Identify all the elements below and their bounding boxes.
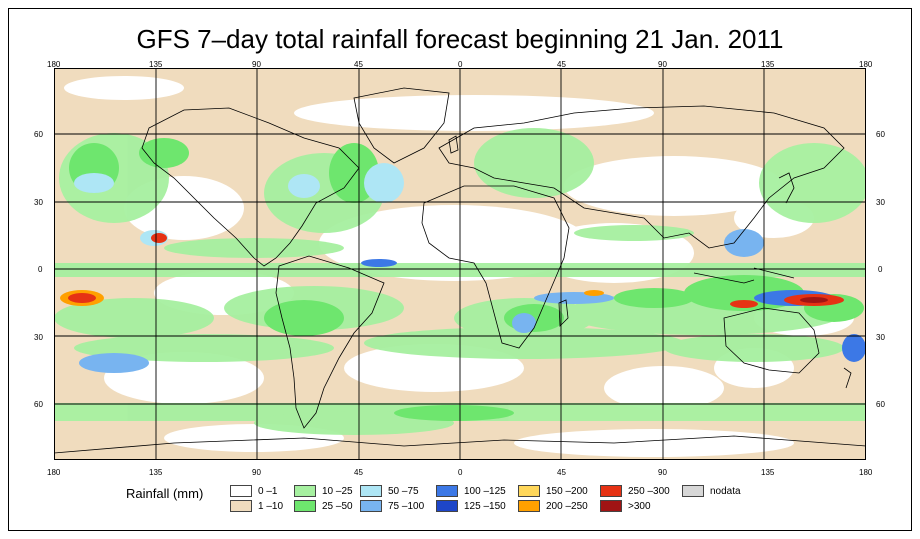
lon-label-top: 180 (859, 60, 873, 69)
lon-label-bottom: 90 (658, 468, 667, 477)
lat-label-right: 60 (876, 400, 885, 409)
legend-label-6: 100 –125 (464, 486, 506, 497)
legend-label-8: 150 –200 (546, 486, 588, 497)
legend-swatch-5 (360, 500, 382, 512)
lat-label-left: 30 (34, 198, 43, 207)
lat-label-left: 0 (38, 265, 43, 274)
lon-label-top: 90 (658, 60, 667, 69)
legend-swatch-12 (682, 485, 704, 497)
lon-label-top: 45 (354, 60, 363, 69)
map-title: GFS 7–day total rainfall forecast beginn… (136, 24, 784, 54)
legend-label-3: 25 –50 (322, 501, 353, 512)
lon-label-top: 180 (47, 60, 61, 69)
lat-label-right: 30 (876, 198, 885, 207)
legend-swatch-3 (294, 500, 316, 512)
legend-swatch-6 (436, 485, 458, 497)
lat-label-left: 60 (34, 130, 43, 139)
lon-label-top: 0 (458, 60, 463, 69)
rainfall-map (54, 68, 866, 460)
lon-label-bottom: 180 (47, 468, 61, 477)
lon-label-top: 90 (252, 60, 261, 69)
rainfall-map-canvas (54, 68, 866, 460)
lon-label-bottom: 135 (761, 468, 775, 477)
legend-label-12: nodata (710, 486, 741, 497)
legend-swatch-7 (436, 500, 458, 512)
legend-swatch-0 (230, 485, 252, 497)
legend-swatch-1 (230, 500, 252, 512)
lon-label-bottom: 180 (859, 468, 873, 477)
lat-label-right: 0 (878, 265, 883, 274)
legend-swatch-11 (600, 500, 622, 512)
rain-field-heavy (60, 233, 844, 308)
legend-label-5: 75 –100 (388, 501, 425, 512)
legend-swatch-10 (600, 485, 622, 497)
legend-label-7: 125 –150 (464, 501, 506, 512)
legend-swatch-8 (518, 485, 540, 497)
lon-label-top: 135 (761, 60, 775, 69)
lat-label-right: 30 (876, 333, 885, 342)
lon-label-bottom: 90 (252, 468, 261, 477)
legend-label-0: 0 –1 (258, 486, 278, 497)
map-border (54, 68, 866, 460)
lat-label-left: 60 (34, 400, 43, 409)
legend-label-10: 250 –300 (628, 486, 670, 497)
legend-label-11: >300 (628, 501, 651, 512)
lat-label-left: 30 (34, 333, 43, 342)
lon-label-bottom: 135 (149, 468, 163, 477)
lon-label-bottom: 0 (458, 468, 463, 477)
lon-label-top: 135 (149, 60, 163, 69)
coastlines (54, 87, 866, 454)
legend-label-2: 10 –25 (322, 486, 353, 497)
lat-label-right: 60 (876, 130, 885, 139)
legend-label-9: 200 –250 (546, 501, 588, 512)
figure-frame (8, 8, 912, 531)
lon-label-bottom: 45 (557, 468, 566, 477)
legend-swatch-9 (518, 500, 540, 512)
legend-label-1: 1 –10 (258, 501, 284, 512)
lon-label-bottom: 45 (354, 468, 363, 477)
legend-title: Rainfall (mm) (126, 486, 204, 501)
lon-label-top: 45 (557, 60, 566, 69)
legend-swatch-4 (360, 485, 382, 497)
graticule (54, 68, 866, 460)
legend-label-4: 50 –75 (388, 486, 419, 497)
legend-swatch-2 (294, 485, 316, 497)
